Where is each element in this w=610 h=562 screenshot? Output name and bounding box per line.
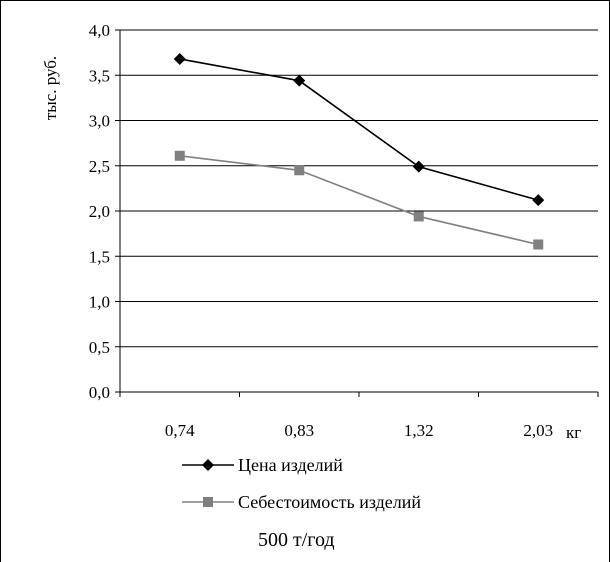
legend: Цена изделий Себестоимость изделий: [182, 455, 421, 512]
y-tick-label: 2,5: [89, 157, 110, 176]
y-tick-label: 3,0: [89, 112, 110, 131]
data-point: [173, 52, 186, 65]
gridlines: [120, 29, 598, 348]
y-tick-label: 2,0: [89, 202, 110, 221]
y-tick-labels: 0,0 0,5 1,0 1,5 2,0 2,5 3,0 3,5 4,0: [89, 21, 110, 402]
data-point: [294, 165, 305, 176]
axes: [115, 29, 599, 397]
data-point: [413, 211, 424, 222]
data-point: [203, 497, 213, 507]
data-point: [533, 239, 544, 250]
data-point: [293, 74, 306, 87]
x-tick-label: 0,74: [165, 421, 195, 440]
series-line: [179, 58, 539, 201]
y-tick-label: 0,0: [89, 383, 110, 402]
x-tick-label: 1,32: [404, 421, 434, 440]
data-point: [412, 160, 425, 173]
y-axis-label: тыс. руб.: [41, 56, 60, 120]
y-tick-label: 1,5: [89, 247, 110, 266]
y-tick-label: 3,5: [89, 66, 110, 85]
series-line: [179, 155, 539, 246]
y-tick-label: 0,5: [89, 338, 110, 357]
data-point: [174, 150, 185, 161]
series-group: [173, 52, 545, 250]
legend-label: Себестоимость изделий: [238, 492, 421, 512]
chart-caption: 500 т/год: [258, 529, 335, 551]
x-tick-label: 2,03: [523, 421, 553, 440]
series-2: [174, 150, 544, 250]
series-1: [173, 52, 545, 207]
x-tick-labels: 0,74 0,83 1,32 2,03: [165, 421, 553, 440]
legend-label: Цена изделий: [238, 455, 343, 475]
x-axis-label: кг: [566, 423, 581, 442]
data-point: [202, 459, 214, 471]
data-point: [532, 194, 545, 207]
y-tick-label: 1,0: [89, 293, 110, 312]
x-tick-label: 0,83: [284, 421, 314, 440]
legend-item: Себестоимость изделий: [182, 492, 421, 512]
legend-item: Цена изделий: [182, 455, 343, 475]
y-tick-label: 4,0: [89, 21, 110, 40]
